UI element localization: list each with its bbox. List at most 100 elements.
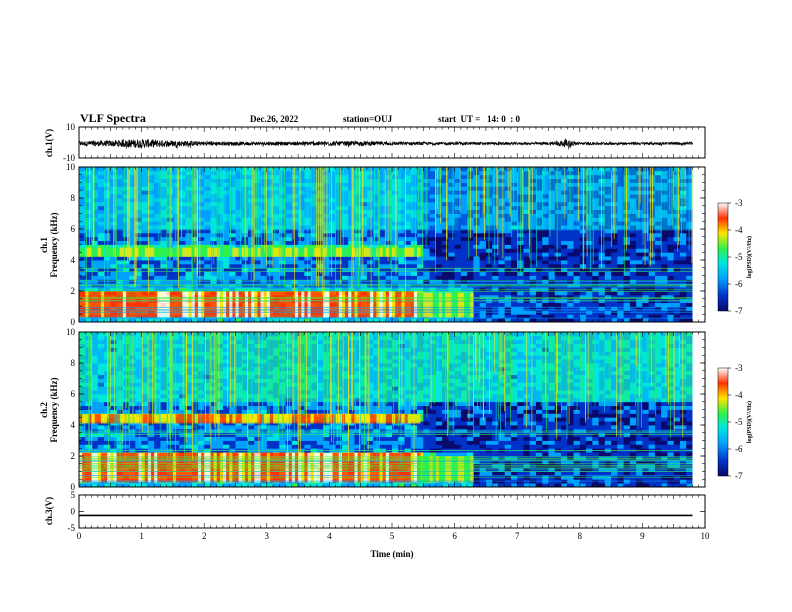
emission-band-segment (417, 247, 421, 257)
spectrogram-cell (97, 263, 105, 269)
spectrogram-cell (648, 201, 656, 207)
spectrogram-cell (360, 240, 368, 245)
emission-band-segment (323, 167, 327, 231)
spectrogram-cell (341, 201, 349, 207)
spectrogram-cell (523, 178, 531, 183)
spectrogram-cell (392, 205, 399, 211)
spectrogram-cell (360, 194, 368, 199)
spectrogram-cell (329, 209, 337, 214)
spectrogram-cell (147, 263, 155, 269)
emission-band-segment (429, 167, 433, 231)
spectrogram-cell (285, 260, 293, 265)
spectrogram-cell (392, 209, 399, 214)
spectrogram-cell (398, 240, 405, 245)
emission-band-segment (366, 167, 371, 231)
spectrogram-cell (492, 306, 499, 311)
spectrogram-cell (229, 167, 236, 172)
spectrogram-cell (623, 240, 631, 245)
spectrogram-cell (448, 194, 455, 199)
spectrogram-cell (354, 194, 362, 199)
spectrogram-cell (517, 318, 524, 323)
spectrogram-cell (661, 263, 668, 269)
spectrogram-cell (460, 225, 468, 230)
spectrogram-cell (316, 198, 324, 203)
spectrogram-cell (448, 229, 455, 234)
spectrogram-cell (567, 306, 574, 311)
spectrogram-cell (335, 232, 343, 238)
spectrogram-cell (417, 209, 424, 214)
spectrogram-cell (291, 198, 299, 203)
emission-band-segment (326, 247, 330, 257)
spectrogram-cell (567, 201, 574, 207)
spectrogram-cell (154, 198, 161, 203)
spectrogram-cell (166, 275, 174, 280)
emission-band-segment (348, 291, 352, 318)
spectrogram-cell (629, 232, 637, 238)
spectrogram-cell (360, 190, 368, 195)
spectrogram-cell (611, 294, 618, 300)
spectrogram-cell (85, 198, 92, 203)
spectrogram-cell (542, 318, 549, 323)
spectrogram-cell (254, 209, 261, 214)
spectrogram-cell (204, 174, 211, 180)
spectrogram-cell (185, 232, 193, 238)
spectrogram-cell (523, 275, 531, 280)
spectrogram-cell (97, 236, 105, 242)
spectrogram-cell (654, 217, 662, 222)
spectrogram-cell (229, 190, 236, 195)
spectrogram-cell (91, 167, 99, 172)
spectrogram-cell (291, 186, 299, 191)
spectrogram-cell (617, 167, 625, 172)
spectrogram-cell (529, 194, 537, 199)
spectrogram-cell (535, 170, 543, 176)
spectrogram-cell (629, 271, 637, 276)
spectrogram-cell (542, 294, 549, 300)
spectrogram-cell (648, 198, 656, 203)
spectrogram-cell (373, 186, 380, 191)
emission-band-segment (551, 167, 556, 231)
spectrogram-cell (354, 213, 362, 218)
spectrogram-cell (460, 275, 468, 280)
spectrogram-cell (335, 267, 343, 273)
spectrogram-cell (285, 209, 293, 214)
spectrogram-cell (548, 229, 556, 234)
spectrogram-cell (373, 225, 380, 230)
spectrogram-cell (629, 263, 637, 269)
spectrogram-cell (122, 213, 130, 218)
spectrogram-cell (423, 182, 430, 187)
spectrogram-cell (529, 267, 537, 273)
emission-band-segment (654, 167, 659, 231)
spectrogram-cell (642, 267, 650, 273)
spectrogram-cell (404, 174, 412, 180)
spectrogram-cell (379, 275, 387, 280)
spectrogram-cell (273, 263, 280, 269)
spectrogram-cell (410, 256, 418, 261)
spectrogram-cell (679, 260, 687, 265)
emission-band-segment (254, 247, 258, 257)
spectrogram-cell (204, 205, 211, 211)
spectrogram-cell (129, 225, 136, 230)
emission-band-segment (263, 167, 268, 231)
spectrogram-cell (323, 205, 330, 211)
spectrogram-cell (241, 182, 249, 187)
emission-band-segment (520, 167, 524, 231)
spectrogram-cell (498, 294, 506, 300)
spectrogram-cell (454, 240, 462, 245)
spectrogram-cell (354, 170, 362, 176)
spectrogram-cell (291, 221, 299, 226)
emission-band-segment (88, 247, 92, 257)
spectrogram-cell (654, 229, 662, 234)
spectrogram-cell (429, 267, 437, 273)
spectrogram-cell (335, 170, 343, 176)
spectrogram-cell (179, 240, 186, 245)
spectrogram-cell (479, 252, 487, 257)
spectrogram-cell (316, 240, 324, 245)
spectrogram-cell (592, 213, 599, 218)
spectrogram-cell (492, 236, 499, 242)
spectrogram-cell (629, 260, 637, 265)
spectrogram-cell (129, 186, 136, 191)
emission-band-segment (448, 292, 452, 318)
spectrogram-cell (554, 170, 562, 176)
spectrogram-cell (636, 318, 643, 323)
spectrogram-cell (279, 174, 286, 180)
